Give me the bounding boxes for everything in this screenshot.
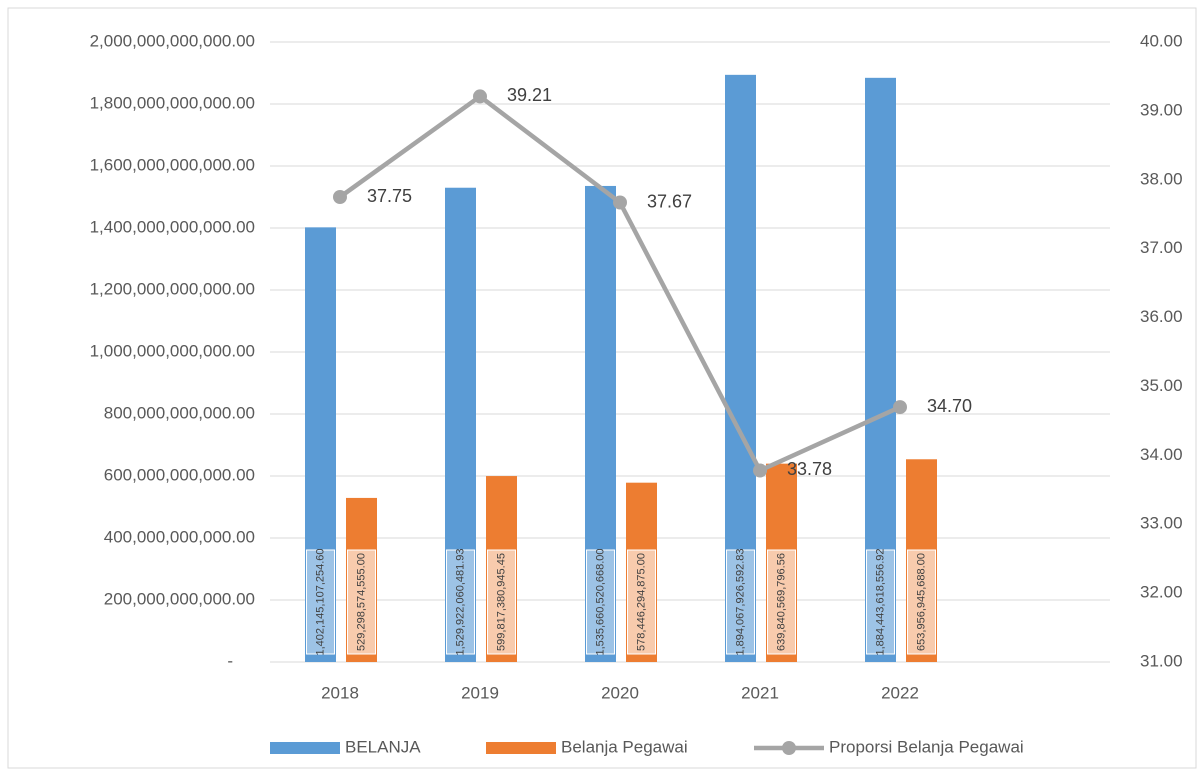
line-marker [893, 400, 907, 415]
data-label-box [586, 549, 615, 655]
y2-tick-label: 32.00 [1140, 583, 1183, 602]
x-tick-label: 2021 [741, 683, 779, 702]
data-label-box [487, 549, 516, 655]
data-label: 1,402,145,107,254.60 [314, 548, 326, 655]
data-label: 639,840,569,796.56 [775, 553, 787, 651]
y-tick-label: - [227, 651, 233, 670]
y-tick-label: 200,000,000,000.00 [104, 589, 255, 608]
data-label-box [907, 549, 936, 655]
y2-tick-label: 33.00 [1140, 514, 1183, 533]
y2-tick-label: 31.00 [1140, 651, 1183, 670]
legend-swatch [270, 742, 340, 754]
legend-label: Belanja Pegawai [561, 737, 688, 756]
y2-tick-label: 35.00 [1140, 376, 1183, 395]
data-label-box [726, 549, 755, 655]
y2-tick-label: 38.00 [1140, 169, 1183, 188]
x-tick-label: 2018 [321, 683, 359, 702]
data-label: 1,529,922,060,481.93 [454, 548, 466, 655]
legend-label: Proporsi Belanja Pegawai [829, 737, 1024, 756]
y-tick-label: 600,000,000,000.00 [104, 465, 255, 484]
y-tick-label: 1,800,000,000,000.00 [90, 93, 255, 112]
y-tick-label: 1,400,000,000,000.00 [90, 217, 255, 236]
x-tick-label: 2020 [601, 683, 639, 702]
line-marker [333, 190, 347, 204]
data-label-box [627, 549, 656, 655]
data-label-box [446, 549, 475, 655]
x-tick-label: 2022 [881, 683, 919, 702]
y2-tick-label: 40.00 [1140, 31, 1183, 50]
y-tick-label: 1,000,000,000,000.00 [90, 341, 255, 360]
data-label-box [767, 549, 796, 655]
data-label: 39.21 [507, 85, 552, 105]
data-label: 599,817,380,945.45 [495, 553, 507, 651]
y-tick-label: 400,000,000,000.00 [104, 527, 255, 546]
y-tick-label: 2,000,000,000,000.00 [90, 31, 255, 50]
data-label: 1,535,660,520,668.00 [594, 548, 606, 655]
data-label-box [347, 549, 376, 655]
y-tick-label: 800,000,000,000.00 [104, 403, 255, 422]
x-tick-label: 2019 [461, 683, 499, 702]
data-label: 578,446,294,875.00 [635, 553, 647, 651]
data-label: 1,884,443,618,556.92 [874, 548, 886, 655]
line-marker [753, 463, 767, 478]
data-label: 33.78 [787, 459, 832, 479]
data-label-box [306, 549, 335, 655]
data-label-box [866, 549, 895, 655]
line-marker [613, 195, 627, 210]
y2-tick-label: 39.00 [1140, 100, 1183, 119]
legend-marker [782, 741, 796, 755]
line-marker [473, 89, 487, 104]
data-label: 37.67 [647, 191, 692, 211]
data-label: 37.75 [367, 186, 412, 206]
legend-swatch [486, 742, 556, 754]
y2-tick-label: 36.00 [1140, 307, 1183, 326]
data-label: 653,956,945,688.00 [915, 553, 927, 651]
legend-label: BELANJA [345, 737, 421, 756]
data-label: 529,298,574,555.00 [355, 553, 367, 651]
y-tick-label: 1,200,000,000,000.00 [90, 279, 255, 298]
data-label: 34.70 [927, 396, 972, 416]
y-tick-label: 1,600,000,000,000.00 [90, 155, 255, 174]
data-label: 1,894,067,926,592.83 [734, 548, 746, 655]
y2-tick-label: 34.00 [1140, 445, 1183, 464]
y2-tick-label: 37.00 [1140, 238, 1183, 257]
